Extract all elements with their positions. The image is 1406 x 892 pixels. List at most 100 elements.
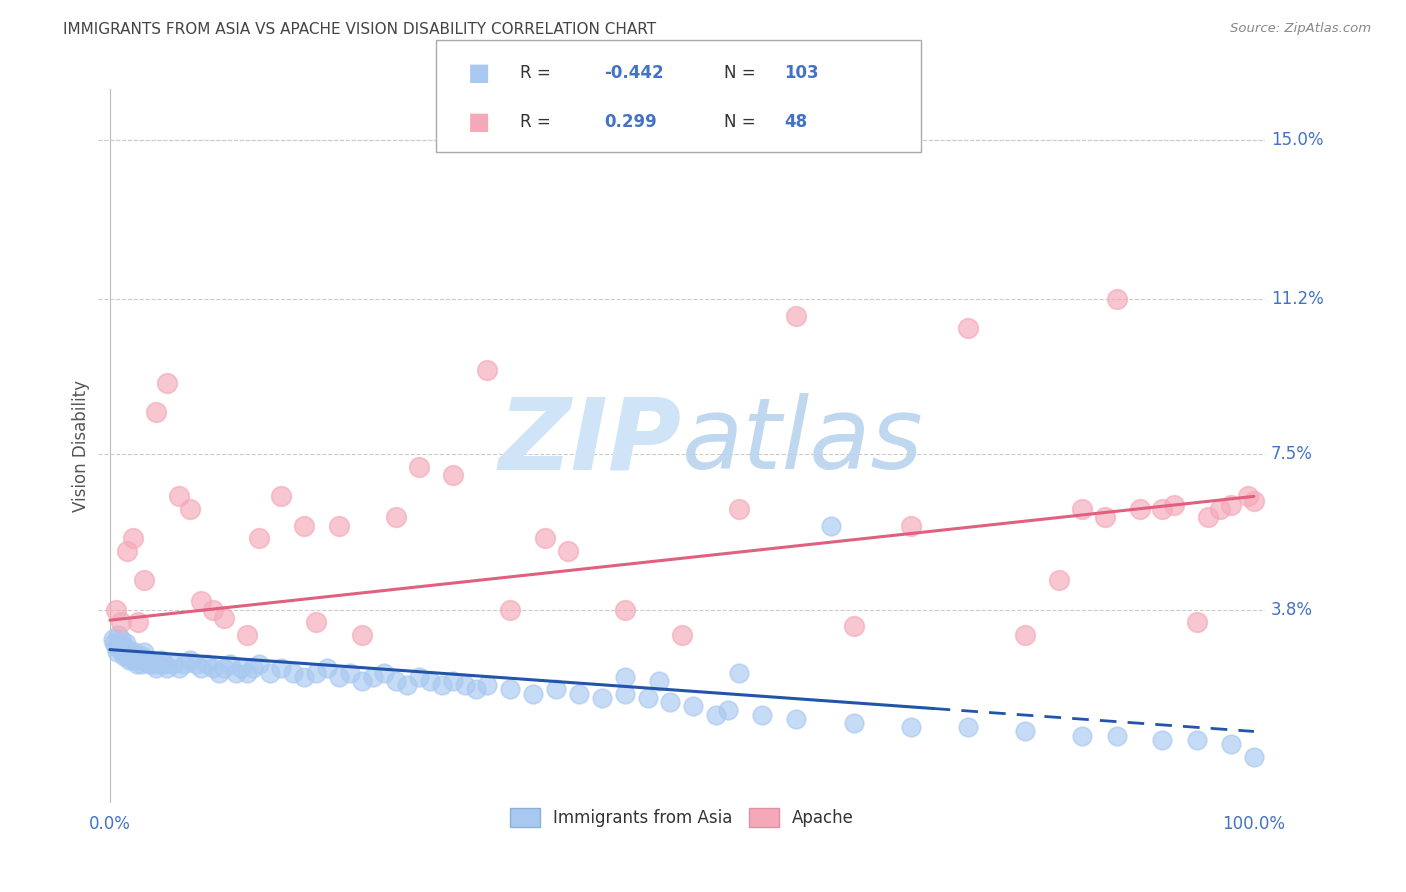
Point [557, 544, 579, 558]
Point [728, 502, 751, 516]
Point [121, 653, 143, 667]
Point [127, 657, 149, 672]
Point [1152, 502, 1174, 516]
Point [115, 544, 138, 558]
Point [328, 518, 350, 533]
Point [1197, 510, 1219, 524]
Point [129, 657, 152, 672]
Point [153, 657, 176, 672]
Point [179, 502, 201, 516]
Point [103, 636, 125, 650]
Text: -0.442: -0.442 [605, 64, 664, 82]
Legend: Immigrants from Asia, Apache: Immigrants from Asia, Apache [503, 802, 860, 834]
Point [533, 532, 555, 546]
Point [441, 468, 464, 483]
Point [613, 687, 636, 701]
Point [350, 628, 373, 642]
Point [717, 703, 740, 717]
Point [1185, 615, 1208, 630]
Point [544, 682, 567, 697]
Point [115, 636, 138, 650]
Point [339, 665, 361, 680]
Text: ZIP: ZIP [499, 393, 682, 491]
Text: ■: ■ [468, 62, 491, 86]
Point [316, 661, 339, 675]
Text: N =: N = [724, 64, 755, 82]
Point [167, 489, 190, 503]
Point [184, 657, 207, 672]
Point [247, 532, 270, 546]
Text: 103: 103 [785, 64, 820, 82]
Point [1208, 502, 1230, 516]
Point [132, 653, 155, 667]
Point [214, 611, 236, 625]
Point [162, 657, 184, 672]
Point [1105, 729, 1128, 743]
Point [659, 695, 682, 709]
Point [419, 674, 441, 689]
Point [1128, 502, 1150, 516]
Point [453, 678, 475, 692]
Point [111, 645, 134, 659]
Point [135, 653, 157, 667]
Point [146, 657, 169, 672]
Point [190, 594, 212, 608]
Text: R =: R = [520, 64, 551, 82]
Point [236, 665, 259, 680]
Point [190, 661, 212, 675]
Point [125, 653, 148, 667]
Point [648, 674, 671, 689]
Point [1220, 498, 1243, 512]
Point [1243, 749, 1265, 764]
Text: IMMIGRANTS FROM ASIA VS APACHE VISION DISABILITY CORRELATION CHART: IMMIGRANTS FROM ASIA VS APACHE VISION DI… [63, 22, 657, 37]
Point [292, 518, 315, 533]
Point [499, 603, 522, 617]
Point [373, 665, 395, 680]
Point [110, 615, 132, 630]
Text: R =: R = [520, 112, 551, 130]
Point [385, 510, 408, 524]
Point [127, 615, 149, 630]
Point [134, 574, 156, 588]
Text: ■: ■ [468, 110, 491, 134]
Point [150, 653, 173, 667]
Point [121, 532, 143, 546]
Point [145, 661, 167, 675]
Point [270, 661, 292, 675]
Point [637, 690, 659, 705]
Point [305, 665, 328, 680]
Point [613, 670, 636, 684]
Point [120, 645, 142, 659]
Point [139, 653, 162, 667]
Text: Source: ZipAtlas.com: Source: ZipAtlas.com [1230, 22, 1371, 36]
Point [122, 648, 145, 663]
Point [522, 687, 544, 701]
Point [465, 682, 488, 697]
Point [247, 657, 270, 672]
Point [108, 636, 131, 650]
Point [110, 632, 132, 646]
Point [704, 707, 727, 722]
Point [134, 645, 156, 659]
Point [408, 670, 430, 684]
Point [292, 670, 315, 684]
Point [477, 678, 499, 692]
Point [219, 657, 242, 672]
Point [201, 603, 224, 617]
Point [103, 632, 125, 646]
Point [1014, 724, 1036, 739]
Point [728, 665, 751, 680]
Text: 48: 48 [785, 112, 807, 130]
Point [1094, 510, 1116, 524]
Point [138, 657, 160, 672]
Point [900, 720, 922, 734]
Point [328, 670, 350, 684]
Point [1071, 729, 1094, 743]
Text: 0.299: 0.299 [605, 112, 658, 130]
Point [225, 665, 247, 680]
Point [104, 603, 127, 617]
Point [117, 648, 139, 663]
Point [270, 489, 292, 503]
Point [956, 720, 979, 734]
Point [104, 640, 127, 655]
